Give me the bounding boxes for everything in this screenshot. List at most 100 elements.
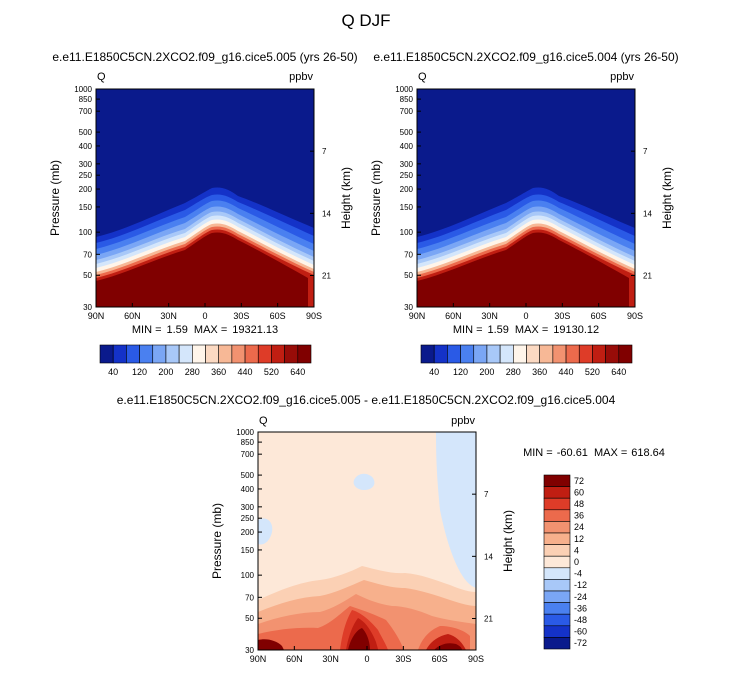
y-tick-label: 400 — [241, 485, 255, 494]
colorbar-label: 440 — [559, 367, 574, 377]
panel-a-min-max: MIN = 1.59 MAX = 19321.13 — [132, 324, 278, 336]
colorbar-box — [473, 344, 488, 364]
panel-b-min-max: MIN = 1.59 MAX = 19130.12 — [453, 324, 599, 336]
y-tick-label: 200 — [241, 528, 255, 537]
colorbar-label: 36 — [574, 511, 584, 521]
y-tick-label: 850 — [400, 95, 414, 104]
panel-a-x-ticks: 90N 60N 30N 0 30S 60S 90S — [88, 303, 322, 321]
right-tick-label: 21 — [643, 272, 652, 281]
colorbar-label: 360 — [532, 367, 547, 377]
colorbar-label: 640 — [611, 367, 626, 377]
panel-a-y-axis-label: Pressure (mb) — [48, 160, 62, 236]
colorbar-box — [543, 567, 571, 580]
panel-c-min-max: MIN = -60.61 MAX = 618.64 — [523, 447, 665, 459]
panel-c-x-ticks: 90N 60N 30N 0 30S 60S 90S — [250, 646, 484, 664]
colorbar-box — [543, 532, 571, 545]
colorbar-box — [543, 521, 571, 534]
colorbar-box — [543, 637, 571, 650]
panel-b-max-value: 19130.12 — [553, 324, 599, 336]
colorbar-box — [460, 344, 475, 364]
x-tick-label: 60S — [591, 311, 607, 321]
y-tick-label: 50 — [245, 614, 254, 623]
y-tick-label: 400 — [79, 142, 93, 151]
y-tick-label: 1000 — [395, 85, 413, 94]
x-tick-label: 30N — [322, 654, 339, 664]
colorbar-box — [513, 344, 527, 364]
colorbar-box — [552, 344, 567, 364]
colorbar-box — [543, 602, 571, 615]
x-tick-label: 30S — [554, 311, 570, 321]
panel-a-right-ticks: 21 14 7 — [310, 147, 331, 281]
y-tick-label: 250 — [400, 171, 414, 180]
panel-a-title: e.e11.E1850C5CN.2XCO2.f09_g16.cice5.005 … — [52, 50, 357, 64]
colorbar-box — [543, 555, 571, 569]
colorbar-box — [543, 625, 571, 638]
colorbar-box — [539, 344, 554, 364]
y-tick-label: 100 — [79, 228, 93, 237]
panel-c-min-value: -60.61 — [557, 447, 588, 459]
panel-c-max-value: 618.64 — [631, 447, 665, 459]
panel-b-min-value: 1.59 — [488, 324, 509, 336]
y-tick-label: 500 — [79, 128, 93, 137]
x-tick-label: 90N — [88, 311, 105, 321]
right-tick-label: 21 — [484, 615, 493, 624]
colorbar-box — [178, 344, 193, 364]
panel-a-min-value: 1.59 — [167, 324, 188, 336]
right-tick-label: 7 — [643, 147, 648, 156]
panel-c-positive-region-10 — [258, 639, 284, 650]
panel-a-max-label: MAX = — [194, 324, 227, 336]
y-tick-label: 300 — [241, 503, 255, 512]
x-tick-label: 60S — [270, 311, 286, 321]
panel-b-contour-field — [417, 89, 635, 307]
colorbar-box — [257, 344, 272, 364]
colorbar-label: 440 — [238, 367, 253, 377]
x-tick-label: 90S — [468, 654, 484, 664]
panel-b-title: e.e11.E1850C5CN.2XCO2.f09_g16.cice5.004 … — [373, 50, 678, 64]
panel-c-y-axis-label: Pressure (mb) — [210, 503, 224, 579]
panel-a-min-label: MIN = — [132, 324, 162, 336]
panel-c-min-label: MIN = — [523, 447, 553, 459]
panel-a-variable-label: Q — [97, 71, 106, 83]
colorbar-label: -24 — [574, 592, 587, 602]
panel-a-contour-field — [96, 89, 314, 307]
colorbar-label: -60 — [574, 627, 587, 637]
panel-a: e.e11.E1850C5CN.2XCO2.f09_g16.cice5.005 … — [48, 50, 358, 377]
colorbar-label: 200 — [158, 367, 173, 377]
colorbar-box — [565, 344, 580, 364]
x-tick-label: 0 — [523, 311, 528, 321]
colorbar-label: 280 — [185, 367, 200, 377]
colorbar-box — [447, 344, 461, 364]
y-tick-label: 100 — [241, 571, 255, 580]
x-tick-label: 0 — [364, 654, 369, 664]
colorbar-label: 520 — [585, 367, 600, 377]
colorbar-box — [543, 497, 571, 511]
colorbar-box — [152, 344, 167, 364]
colorbar-label: 120 — [453, 367, 468, 377]
x-tick-label: 30S — [395, 654, 411, 664]
x-tick-label: 60S — [432, 654, 448, 664]
right-tick-label: 14 — [643, 209, 652, 218]
colorbar-box — [618, 344, 633, 364]
colorbar-label: -12 — [574, 580, 587, 590]
colorbar-box — [99, 344, 114, 364]
panel-a-right-axis-label: Height (km) — [339, 167, 353, 229]
colorbar-label: 48 — [574, 499, 584, 509]
colorbar-box — [543, 590, 571, 603]
colorbar-label: 120 — [132, 367, 147, 377]
y-tick-label: 300 — [79, 160, 93, 169]
colorbar-box — [543, 544, 571, 557]
y-tick-label: 850 — [79, 95, 93, 104]
panel-a-contour-11 — [96, 232, 308, 307]
panel-c-negative-region-mid — [353, 473, 375, 490]
colorbar-box — [231, 344, 246, 364]
panel-c-right-ticks: 21 14 7 — [472, 490, 493, 624]
colorbar-box — [605, 344, 620, 364]
x-tick-label: 60N — [124, 311, 141, 321]
colorbar-label: 520 — [264, 367, 279, 377]
x-tick-label: 30N — [160, 311, 177, 321]
panel-c-contour-field — [258, 432, 476, 650]
y-tick-label: 250 — [79, 171, 93, 180]
y-tick-label: 1000 — [236, 428, 254, 437]
